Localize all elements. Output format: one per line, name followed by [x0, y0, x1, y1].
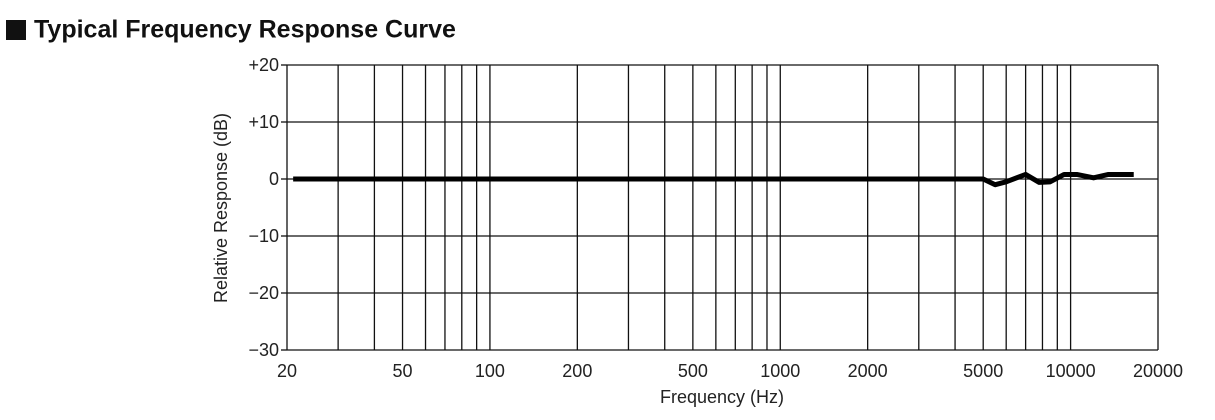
y-tick-label: −20	[248, 283, 279, 303]
x-tick-label: 2000	[848, 361, 888, 381]
x-tick-label: 5000	[963, 361, 1003, 381]
x-tick-label: 200	[562, 361, 592, 381]
x-tick-label: 50	[393, 361, 413, 381]
x-tick-label: 20000	[1133, 361, 1183, 381]
y-tick-label: +10	[248, 112, 279, 132]
x-tick-label: 100	[475, 361, 505, 381]
y-tick-label: −30	[248, 340, 279, 360]
y-tick-label: −10	[248, 226, 279, 246]
x-tick-label: 1000	[760, 361, 800, 381]
title-icon	[6, 20, 26, 40]
x-axis-label: Frequency (Hz)	[660, 387, 784, 407]
response-curve	[293, 171, 1134, 188]
x-tick-label: 10000	[1046, 361, 1096, 381]
y-tick-label: +20	[248, 55, 279, 75]
x-tick-label: 20	[277, 361, 297, 381]
y-tick-label: 0	[269, 169, 279, 189]
y-axis-label: Relative Response (dB)	[211, 113, 231, 303]
chart-title: Typical Frequency Response Curve	[34, 16, 456, 44]
x-tick-label: 500	[678, 361, 708, 381]
